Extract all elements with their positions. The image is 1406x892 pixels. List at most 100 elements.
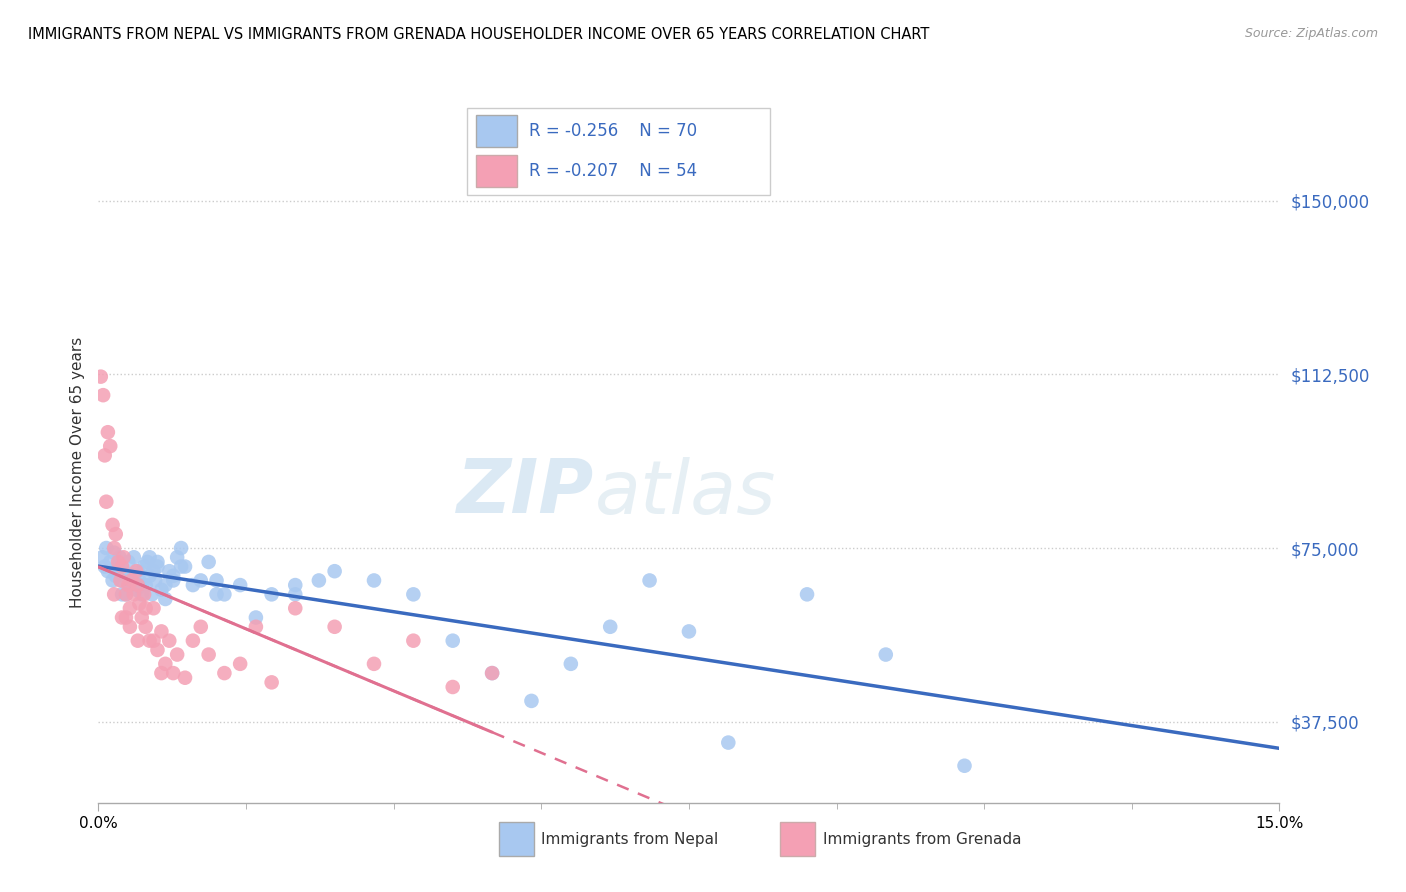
FancyBboxPatch shape: [467, 108, 770, 195]
Point: [284, 578, 307, 592]
Point: [104, 527, 127, 541]
Point: [181, 633, 204, 648]
Point: [131, 578, 153, 592]
Point: [402, 633, 425, 648]
Point: [132, 587, 155, 601]
Point: [205, 574, 228, 588]
Point: [284, 587, 307, 601]
Point: [146, 559, 169, 574]
Point: [245, 620, 267, 634]
Point: [308, 574, 330, 588]
Text: Immigrants from Grenada: Immigrants from Grenada: [823, 832, 1021, 847]
Point: [104, 569, 127, 583]
Point: [131, 587, 153, 601]
Point: [136, 555, 159, 569]
Point: [101, 517, 124, 532]
Point: [229, 578, 252, 592]
Text: ZIP: ZIP: [457, 456, 595, 529]
Point: [441, 680, 464, 694]
Point: [93, 449, 115, 463]
Point: [162, 666, 184, 681]
Point: [131, 610, 153, 624]
Point: [111, 559, 134, 574]
Point: [170, 541, 193, 555]
Point: [138, 569, 160, 583]
Point: [142, 564, 165, 578]
Point: [197, 648, 219, 662]
Point: [402, 587, 425, 601]
Point: [122, 550, 145, 565]
Point: [284, 601, 307, 615]
Point: [97, 564, 120, 578]
Point: [115, 587, 138, 601]
Point: [953, 758, 976, 772]
Point: [166, 648, 188, 662]
Point: [122, 569, 145, 583]
Point: [638, 574, 661, 588]
Text: atlas: atlas: [595, 457, 776, 529]
Point: [229, 657, 252, 671]
Point: [107, 555, 129, 569]
Point: [107, 559, 129, 574]
Point: [214, 666, 236, 681]
Point: [143, 574, 166, 588]
Point: [146, 643, 169, 657]
Point: [363, 657, 385, 671]
Point: [146, 555, 169, 569]
Point: [166, 550, 188, 565]
Point: [112, 550, 135, 565]
Point: [127, 564, 149, 578]
Bar: [477, 115, 516, 147]
Point: [520, 694, 543, 708]
Point: [157, 633, 180, 648]
Point: [115, 610, 138, 624]
Point: [599, 620, 621, 634]
Point: [118, 620, 141, 634]
Point: [142, 601, 165, 615]
Point: [135, 601, 157, 615]
Point: [96, 494, 118, 508]
Point: [875, 648, 897, 662]
Point: [103, 587, 125, 601]
Point: [323, 620, 346, 634]
Point: [155, 657, 177, 671]
Point: [128, 574, 150, 588]
Point: [112, 564, 135, 578]
Point: [108, 550, 131, 565]
Point: [441, 633, 464, 648]
Point: [128, 597, 150, 611]
Point: [121, 574, 143, 588]
Point: [190, 620, 212, 634]
Point: [155, 592, 177, 607]
Point: [93, 559, 115, 574]
Point: [214, 587, 236, 601]
Point: [141, 587, 163, 601]
Point: [138, 550, 160, 565]
Point: [103, 546, 125, 560]
Point: [142, 633, 165, 648]
Point: [162, 574, 184, 588]
Point: [103, 541, 125, 555]
Point: [323, 564, 346, 578]
Point: [363, 574, 385, 588]
Point: [150, 582, 173, 597]
Point: [155, 578, 177, 592]
Bar: [477, 155, 516, 187]
Point: [205, 587, 228, 601]
Point: [138, 633, 160, 648]
Point: [91, 550, 114, 565]
Point: [111, 587, 134, 601]
Text: R = -0.207    N = 54: R = -0.207 N = 54: [529, 162, 697, 180]
Point: [97, 425, 120, 440]
Point: [132, 559, 155, 574]
Point: [174, 559, 197, 574]
Point: [174, 671, 197, 685]
Point: [162, 569, 184, 583]
Point: [111, 574, 134, 588]
Point: [717, 735, 740, 749]
Point: [150, 666, 173, 681]
Point: [260, 675, 283, 690]
Y-axis label: Householder Income Over 65 years: Householder Income Over 65 years: [69, 337, 84, 608]
Point: [118, 601, 141, 615]
Point: [127, 633, 149, 648]
